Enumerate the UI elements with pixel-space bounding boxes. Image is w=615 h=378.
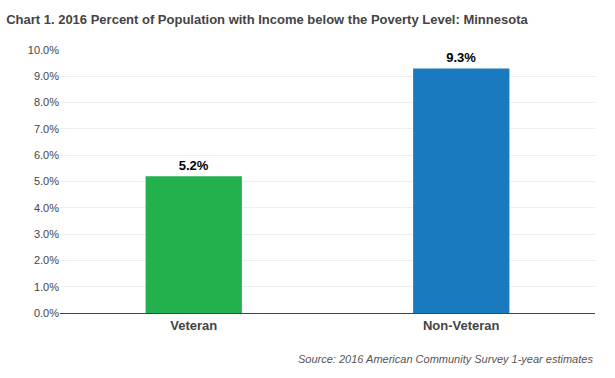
- svg-text:6.0%: 6.0%: [34, 149, 59, 161]
- svg-text:0.0%: 0.0%: [34, 307, 59, 319]
- svg-text:Chart 1. 2016 Percent of Popul: Chart 1. 2016 Percent of Population with…: [6, 12, 528, 27]
- svg-text:7.0%: 7.0%: [34, 123, 59, 135]
- svg-text:3.0%: 3.0%: [34, 228, 59, 240]
- svg-text:Non-Veteran: Non-Veteran: [423, 318, 500, 333]
- svg-text:5.2%: 5.2%: [179, 158, 209, 173]
- svg-text:4.0%: 4.0%: [34, 202, 59, 214]
- svg-text:Source: 2016 American Communit: Source: 2016 American Community Survey 1…: [298, 353, 593, 365]
- svg-text:Veteran: Veteran: [170, 318, 217, 333]
- svg-text:8.0%: 8.0%: [34, 96, 59, 108]
- svg-text:5.0%: 5.0%: [34, 175, 59, 187]
- svg-text:2.0%: 2.0%: [34, 254, 59, 266]
- svg-text:1.0%: 1.0%: [34, 281, 59, 293]
- svg-text:9.3%: 9.3%: [446, 50, 476, 65]
- svg-text:9.0%: 9.0%: [34, 70, 59, 82]
- svg-text:10.0%: 10.0%: [28, 44, 59, 56]
